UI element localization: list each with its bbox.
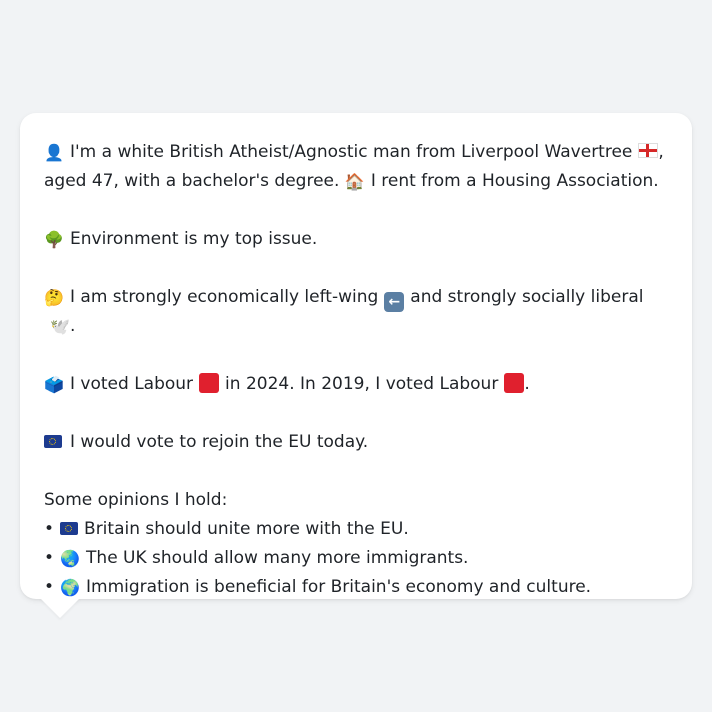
- vote-text-2024: I voted Labour: [70, 374, 194, 394]
- bullet: •: [44, 577, 55, 597]
- opinion-text: The UK should allow many more immigrants…: [86, 548, 469, 568]
- tree-icon: 🌳: [44, 230, 64, 249]
- ideology-period: .: [70, 316, 76, 336]
- eu-text: I would vote to rejoin the EU today.: [70, 432, 369, 452]
- vote-text-2019: in 2024. In 2019, I voted Labour: [225, 374, 499, 394]
- opinion-item: • 🌍 Immigration is beneficial for Britain'…: [44, 573, 668, 602]
- eu-paragraph: I would vote to rejoin the EU today.: [44, 428, 668, 457]
- house-icon: 🏠: [344, 172, 365, 191]
- economic-text: I am strongly economically left-wing: [70, 287, 379, 307]
- eu-flag-icon: [44, 435, 62, 448]
- identity-line-2: aged 47, with a bachelor's degree. 🏠 I re…: [44, 167, 668, 196]
- opinion-item: • Britain should unite more with the EU.: [44, 515, 668, 544]
- dove-icon: 🕊️: [50, 317, 70, 336]
- opinions-heading: Some opinions I hold:: [44, 490, 228, 510]
- identity-text: I'm a white British Atheist/Agnostic man…: [70, 142, 633, 162]
- globe-asia-icon: 🌏: [60, 549, 80, 568]
- labour-red-square-icon: [199, 373, 220, 393]
- age-education-text: aged 47, with a bachelor's degree.: [44, 171, 340, 191]
- opinion-text: Britain should unite more with the EU.: [84, 519, 409, 539]
- issue-text: Environment is my top issue.: [70, 229, 318, 249]
- thinking-face-icon: 🤔: [44, 288, 64, 307]
- globe-europe-icon: 🌍: [60, 578, 80, 597]
- person-icon: 👤: [44, 143, 64, 162]
- opinion-text: Immigration is beneficial for Britain's …: [86, 577, 592, 597]
- ballot-box-icon: 🗳️: [44, 375, 64, 394]
- left-arrow-icon: ←: [384, 292, 405, 312]
- identity-paragraph: 👤 I'm a white British Atheist/Agnostic ma…: [44, 138, 668, 196]
- opinion-item: • 🌏 The UK should allow many more immigran…: [44, 544, 668, 573]
- labour-red-square-icon-2: [504, 373, 525, 393]
- social-text: and strongly socially liberal: [410, 287, 644, 307]
- voting-period: .: [524, 374, 530, 394]
- speech-bubble-tail: [40, 598, 80, 618]
- issue-paragraph: 🌳 Environment is my top issue.: [44, 225, 668, 254]
- eu-flag-icon-2: [60, 522, 79, 535]
- england-flag-icon: [638, 143, 659, 158]
- opinions-section: Some opinions I hold: • Britain should un…: [44, 486, 668, 602]
- ideology-paragraph: 🤔 I am strongly economically left-wing ← an…: [44, 283, 668, 341]
- identity-comma: ,: [658, 142, 664, 162]
- persona-card: 👤 I'm a white British Atheist/Agnostic ma…: [20, 113, 692, 599]
- bullet: •: [44, 519, 55, 539]
- voting-paragraph: 🗳️ I voted Labour in 2024. In 2019, I vote…: [44, 370, 668, 399]
- identity-line-1: 👤 I'm a white British Atheist/Agnostic ma…: [44, 138, 668, 167]
- bullet: •: [44, 548, 55, 568]
- housing-text: I rent from a Housing Association.: [370, 171, 659, 191]
